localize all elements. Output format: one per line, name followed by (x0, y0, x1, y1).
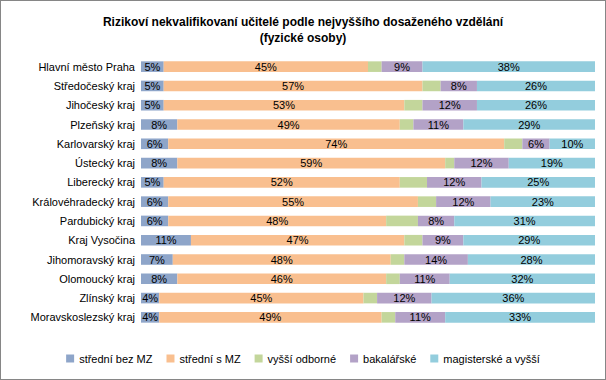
svg-text:26%: 26% (525, 99, 547, 111)
svg-text:29%: 29% (518, 119, 540, 131)
svg-text:Ústecký kraj: Ústecký kraj (75, 157, 135, 169)
svg-text:6%: 6% (147, 196, 163, 208)
svg-text:4%: 4% (142, 311, 158, 323)
svg-text:57%: 57% (282, 80, 304, 92)
svg-text:Kraj Vysočina: Kraj Vysočina (68, 234, 136, 246)
svg-text:52%: 52% (271, 176, 293, 188)
svg-text:Plzeňský kraj: Plzeňský kraj (70, 119, 135, 131)
svg-text:36%: 36% (502, 292, 524, 304)
svg-text:Pardubický kraj: Pardubický kraj (60, 215, 135, 227)
svg-text:10%: 10% (561, 138, 583, 150)
svg-text:Moravskoslezský kraj: Moravskoslezský kraj (30, 311, 135, 323)
svg-text:47%: 47% (287, 234, 309, 246)
svg-text:12%: 12% (439, 99, 461, 111)
svg-text:(fyzické osoby): (fyzické osoby) (260, 31, 347, 45)
svg-text:5%: 5% (144, 80, 160, 92)
svg-text:8%: 8% (451, 80, 467, 92)
svg-text:25%: 25% (527, 176, 549, 188)
svg-text:střední s MZ: střední s MZ (179, 353, 240, 365)
svg-text:9%: 9% (394, 61, 410, 73)
svg-text:49%: 49% (278, 119, 300, 131)
svg-text:5%: 5% (144, 61, 160, 73)
svg-text:Hlavní město Praha: Hlavní město Praha (38, 61, 135, 73)
svg-text:5%: 5% (144, 99, 160, 111)
svg-text:vyšší odborné: vyšší odborné (268, 353, 336, 365)
svg-text:střední bez MZ: střední bez MZ (79, 353, 153, 365)
svg-text:6%: 6% (528, 138, 544, 150)
svg-text:6%: 6% (147, 215, 163, 227)
svg-text:Olomoucký kraj: Olomoucký kraj (59, 273, 135, 285)
svg-text:31%: 31% (514, 215, 536, 227)
svg-text:Liberecký kraj: Liberecký kraj (67, 176, 135, 188)
svg-text:29%: 29% (518, 234, 540, 246)
svg-text:Středočeský kraj: Středočeský kraj (54, 80, 135, 92)
svg-text:28%: 28% (520, 254, 542, 266)
svg-text:45%: 45% (255, 61, 277, 73)
svg-text:12%: 12% (452, 196, 474, 208)
svg-text:8%: 8% (151, 273, 167, 285)
svg-text:11%: 11% (155, 234, 176, 246)
svg-text:11%: 11% (410, 311, 431, 323)
svg-text:48%: 48% (266, 215, 288, 227)
svg-text:12%: 12% (443, 176, 465, 188)
svg-text:magisterské a vyšší: magisterské a vyšší (443, 353, 540, 365)
svg-text:12%: 12% (470, 157, 492, 169)
svg-text:Rizikoví nekvalifikovaní učite: Rizikoví nekvalifikovaní učitelé podle n… (103, 15, 504, 29)
svg-text:8%: 8% (151, 157, 167, 169)
svg-text:46%: 46% (271, 273, 293, 285)
svg-text:9%: 9% (435, 234, 451, 246)
svg-text:8%: 8% (428, 215, 444, 227)
svg-text:4%: 4% (142, 292, 158, 304)
svg-text:12%: 12% (393, 292, 415, 304)
svg-text:bakalářské: bakalářské (363, 353, 416, 365)
svg-text:45%: 45% (250, 292, 272, 304)
svg-text:14%: 14% (425, 254, 447, 266)
svg-text:7%: 7% (149, 254, 165, 266)
svg-text:33%: 33% (509, 311, 531, 323)
svg-text:38%: 38% (498, 61, 520, 73)
svg-text:Zlínský kraj: Zlínský kraj (79, 292, 135, 304)
svg-text:Královéhradecký kraj: Královéhradecký kraj (32, 196, 135, 208)
svg-text:19%: 19% (541, 157, 563, 169)
svg-text:8%: 8% (151, 119, 167, 131)
svg-text:Jihočeský kraj: Jihočeský kraj (66, 99, 135, 111)
svg-text:11%: 11% (428, 119, 449, 131)
svg-text:49%: 49% (259, 311, 281, 323)
svg-text:6%: 6% (147, 138, 163, 150)
svg-text:11%: 11% (414, 273, 435, 285)
svg-text:74%: 74% (325, 138, 347, 150)
svg-text:23%: 23% (532, 196, 554, 208)
svg-text:48%: 48% (271, 254, 293, 266)
svg-text:59%: 59% (300, 157, 322, 169)
svg-text:Jihomoravský kraj: Jihomoravský kraj (47, 254, 135, 266)
svg-text:5%: 5% (144, 176, 160, 188)
svg-text:32%: 32% (511, 273, 533, 285)
svg-text:26%: 26% (525, 80, 547, 92)
svg-text:55%: 55% (282, 196, 304, 208)
svg-text:Karlovarský kraj: Karlovarský kraj (57, 138, 135, 150)
svg-text:53%: 53% (273, 99, 295, 111)
